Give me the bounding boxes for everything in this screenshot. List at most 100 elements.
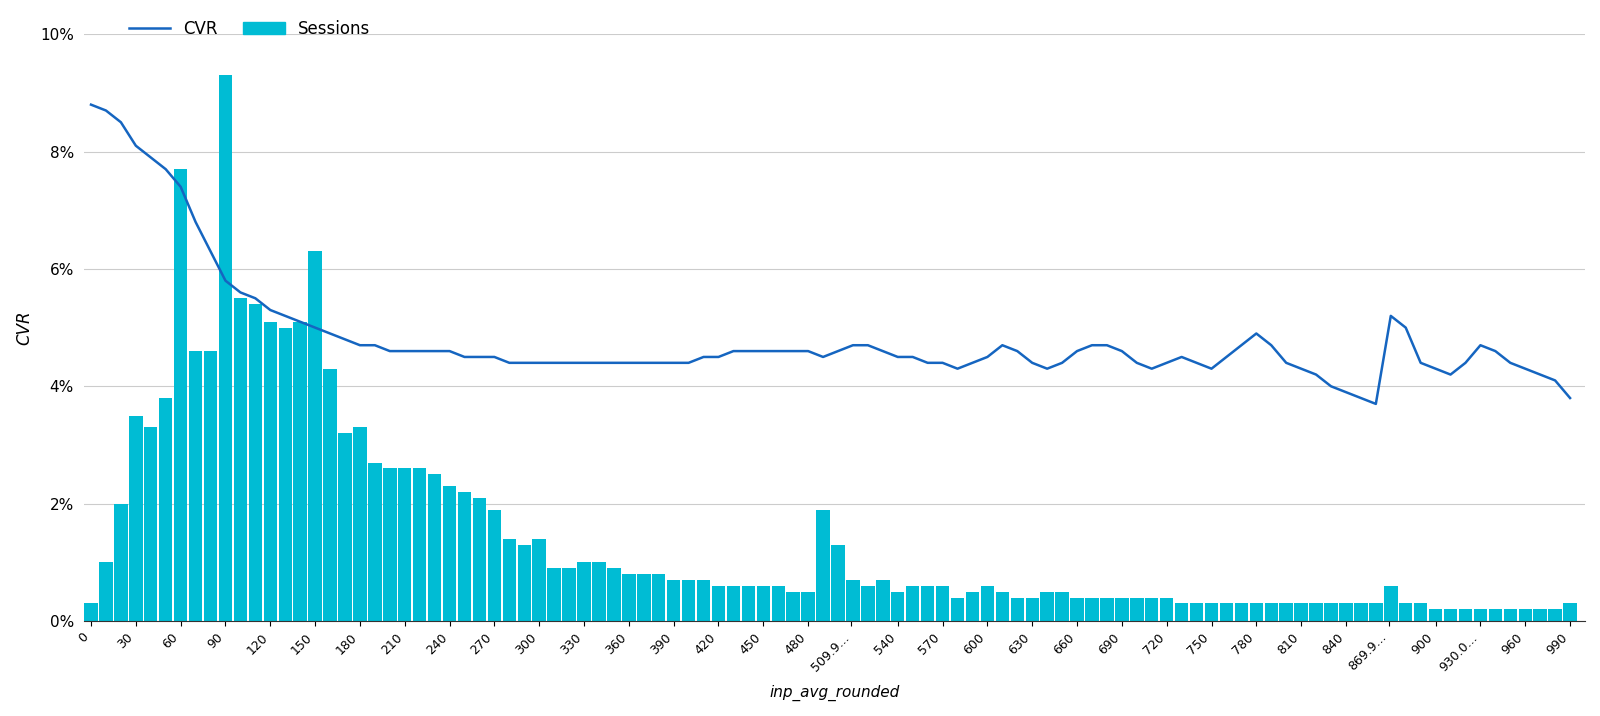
Bar [861,586,875,621]
Bar [219,75,232,621]
Bar [189,351,202,621]
Bar [398,468,411,621]
Bar [802,591,814,621]
Bar [1056,591,1069,621]
Bar [891,591,904,621]
Bar [1085,598,1099,621]
Bar [906,586,920,621]
Bar [1354,604,1368,621]
Bar [1370,604,1382,621]
Bar [637,574,651,621]
Bar [1414,604,1427,621]
Bar [1443,609,1458,621]
Bar [578,562,590,621]
Bar [533,539,546,621]
Bar [832,545,845,621]
Bar [443,486,456,621]
X-axis label: inp_avg_rounded: inp_avg_rounded [770,684,899,701]
Bar [203,351,218,621]
Bar [1160,598,1173,621]
Bar [502,539,517,621]
Bar [1549,609,1562,621]
Legend: CVR, Sessions: CVR, Sessions [122,13,378,44]
Bar [1264,604,1278,621]
Bar [1533,609,1547,621]
Bar [1174,604,1189,621]
Bar [1474,609,1486,621]
Bar [354,427,366,621]
Bar [877,580,890,621]
Bar [816,510,830,621]
Bar [1325,604,1338,621]
Bar [981,586,994,621]
Bar [846,580,859,621]
Bar [742,586,755,621]
Bar [1130,598,1144,621]
Bar [1563,604,1576,621]
Bar [427,474,442,621]
Bar [1101,598,1114,621]
Bar [1398,604,1413,621]
Bar [1250,604,1262,621]
Bar [1070,598,1083,621]
Bar [114,503,128,621]
Bar [1309,604,1323,621]
Bar [950,598,965,621]
Bar [1115,598,1128,621]
Bar [458,492,472,621]
Bar [1190,604,1203,621]
Bar [174,169,187,621]
Bar [293,321,307,621]
Bar [726,586,741,621]
Bar [309,251,322,621]
Bar [338,433,352,621]
Bar [1294,604,1307,621]
Bar [234,299,246,621]
Bar [1429,609,1442,621]
Bar [1011,598,1024,621]
Bar [278,328,291,621]
Bar [264,321,277,621]
Bar [517,545,531,621]
Bar [413,468,427,621]
Bar [1384,586,1397,621]
Bar [1205,604,1218,621]
Bar [1504,609,1517,621]
Bar [995,591,1010,621]
Bar [1146,598,1158,621]
Bar [966,591,979,621]
Bar [667,580,680,621]
Bar [712,586,725,621]
Bar [144,427,157,621]
Y-axis label: CVR: CVR [14,310,34,345]
Bar [368,463,381,621]
Bar [1280,604,1293,621]
Bar [472,498,486,621]
Bar [1219,604,1234,621]
Bar [936,586,949,621]
Bar [1459,609,1472,621]
Bar [653,574,666,621]
Bar [1488,609,1502,621]
Bar [771,586,786,621]
Bar [1235,604,1248,621]
Bar [1339,604,1352,621]
Bar [158,398,173,621]
Bar [488,510,501,621]
Bar [1040,591,1054,621]
Bar [1026,598,1038,621]
Bar [592,562,606,621]
Bar [382,468,397,621]
Bar [562,569,576,621]
Bar [698,580,710,621]
Bar [547,569,562,621]
Bar [787,591,800,621]
Bar [130,415,142,621]
Bar [922,586,934,621]
Bar [248,304,262,621]
Bar [99,562,112,621]
Bar [1518,609,1531,621]
Bar [606,569,621,621]
Bar [757,586,770,621]
Bar [682,580,696,621]
